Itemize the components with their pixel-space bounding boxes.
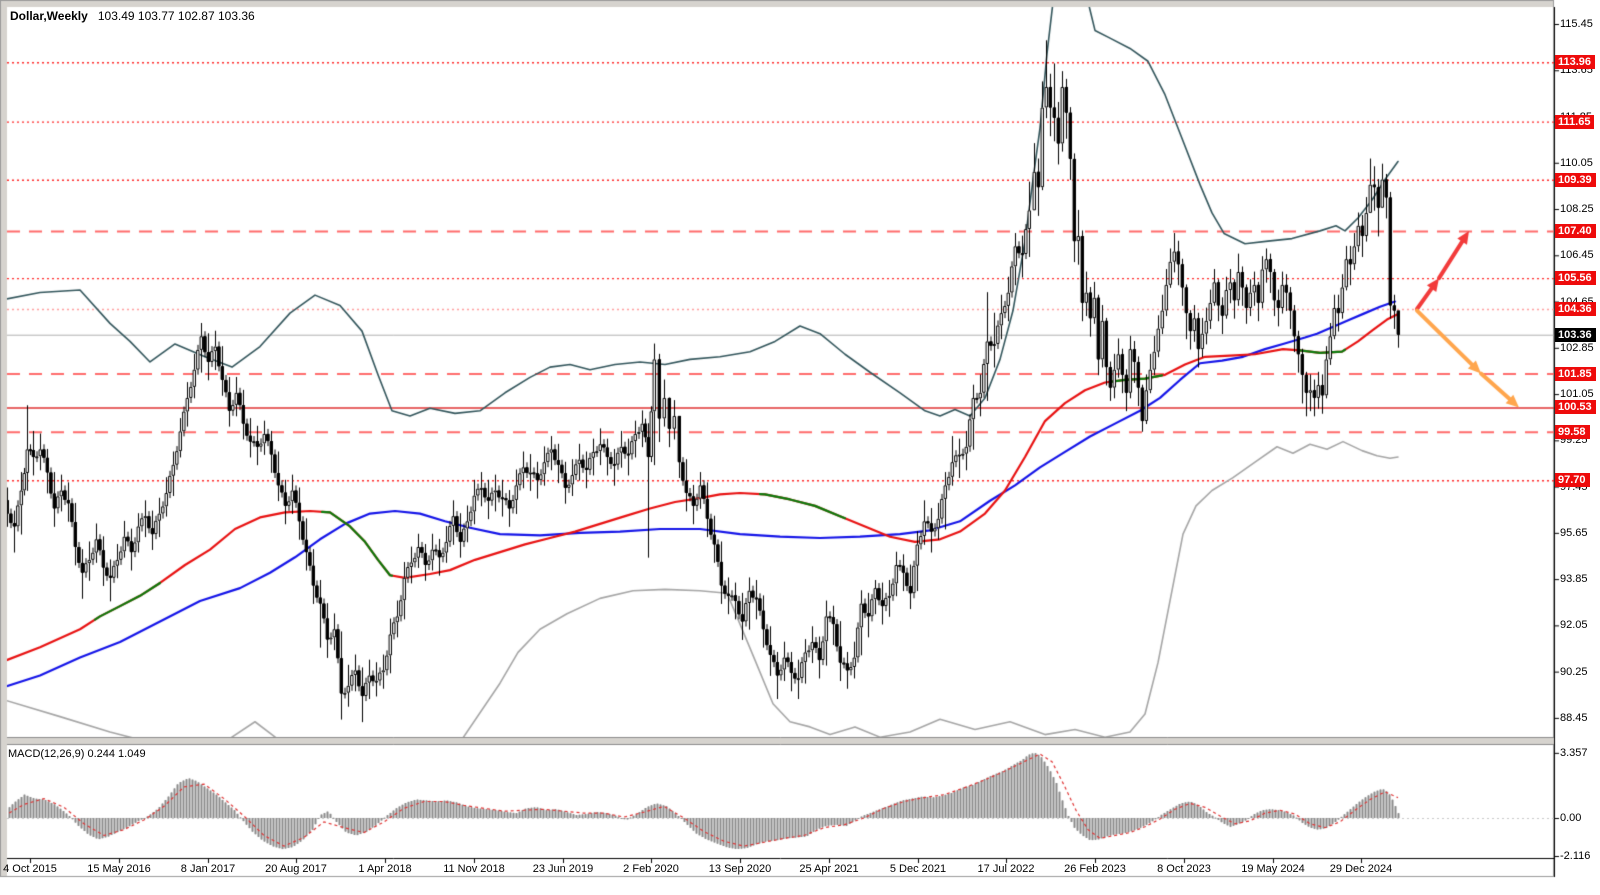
price-level-badge: 109.39 [1555,172,1596,187]
price-level-badge: 101.85 [1555,366,1596,381]
macd-indicator-label: MACD(12,26,9) 0.244 1.049 [8,748,146,760]
price-tick-label: 93.85 [1560,573,1588,586]
macd-tick-label: -2.116 [1560,850,1591,862]
date-tick-label: 25 Apr 2021 [799,863,859,875]
price-tick-label: 88.45 [1560,711,1588,724]
price-tick-label: 92.05 [1560,619,1588,632]
price-tick-label: 106.45 [1560,249,1594,262]
date-tick-label: 19 May 2024 [1241,863,1305,875]
price-tick-label: 110.05 [1560,156,1593,169]
price-level-badge: 100.53 [1555,400,1596,415]
chart-title: Dollar,Weekly 103.49 103.77 102.87 103.3… [10,9,255,23]
price-tick-label: 102.85 [1560,341,1594,354]
date-tick-label: 17 Jul 2022 [977,863,1035,875]
date-tick-label: 2 Feb 2020 [623,863,679,875]
date-tick-label: 4 Oct 2015 [3,863,57,875]
date-tick-label: 29 Dec 2024 [1329,863,1393,875]
price-tick-label: 95.65 [1560,526,1588,539]
price-level-badge: 111.65 [1555,114,1595,129]
price-level-badge: 113.96 [1555,55,1596,70]
date-tick-label: 13 Sep 2020 [708,863,772,875]
price-level-badge: 97.70 [1555,473,1590,488]
price-level-badge: 104.36 [1555,302,1596,316]
price-level-badge: 99.58 [1555,424,1590,439]
price-tick-label: 108.25 [1560,203,1594,216]
price-tick-label: 101.05 [1560,388,1594,401]
symbol-timeframe-label: Dollar,Weekly [10,9,88,23]
price-level-badge: 105.56 [1555,271,1596,286]
date-tick-label: 11 Nov 2018 [443,863,505,875]
date-tick-label: 26 Feb 2023 [1064,863,1126,875]
date-tick-label: 8 Jan 2017 [180,863,236,875]
date-tick-label: 8 Oct 2023 [1157,863,1211,875]
price-tick-label: 90.25 [1560,665,1588,678]
ohlc-values: 103.49 103.77 102.87 103.36 [97,9,255,23]
price-tick-label: 115.45 [1560,18,1593,30]
date-tick-label: 1 Apr 2018 [358,863,412,875]
date-tick-label: 20 Aug 2017 [265,863,327,875]
date-tick-label: 15 May 2016 [87,863,151,875]
date-tick-label: 23 Jun 2019 [532,863,594,875]
date-tick-label: 5 Dec 2021 [889,863,947,875]
macd-tick-label: 0.00 [1560,812,1582,824]
macd-tick-label: 3.357 [1560,746,1588,759]
price-level-badge: 107.40 [1555,223,1596,238]
current-price-badge: 103.36 [1555,327,1596,342]
